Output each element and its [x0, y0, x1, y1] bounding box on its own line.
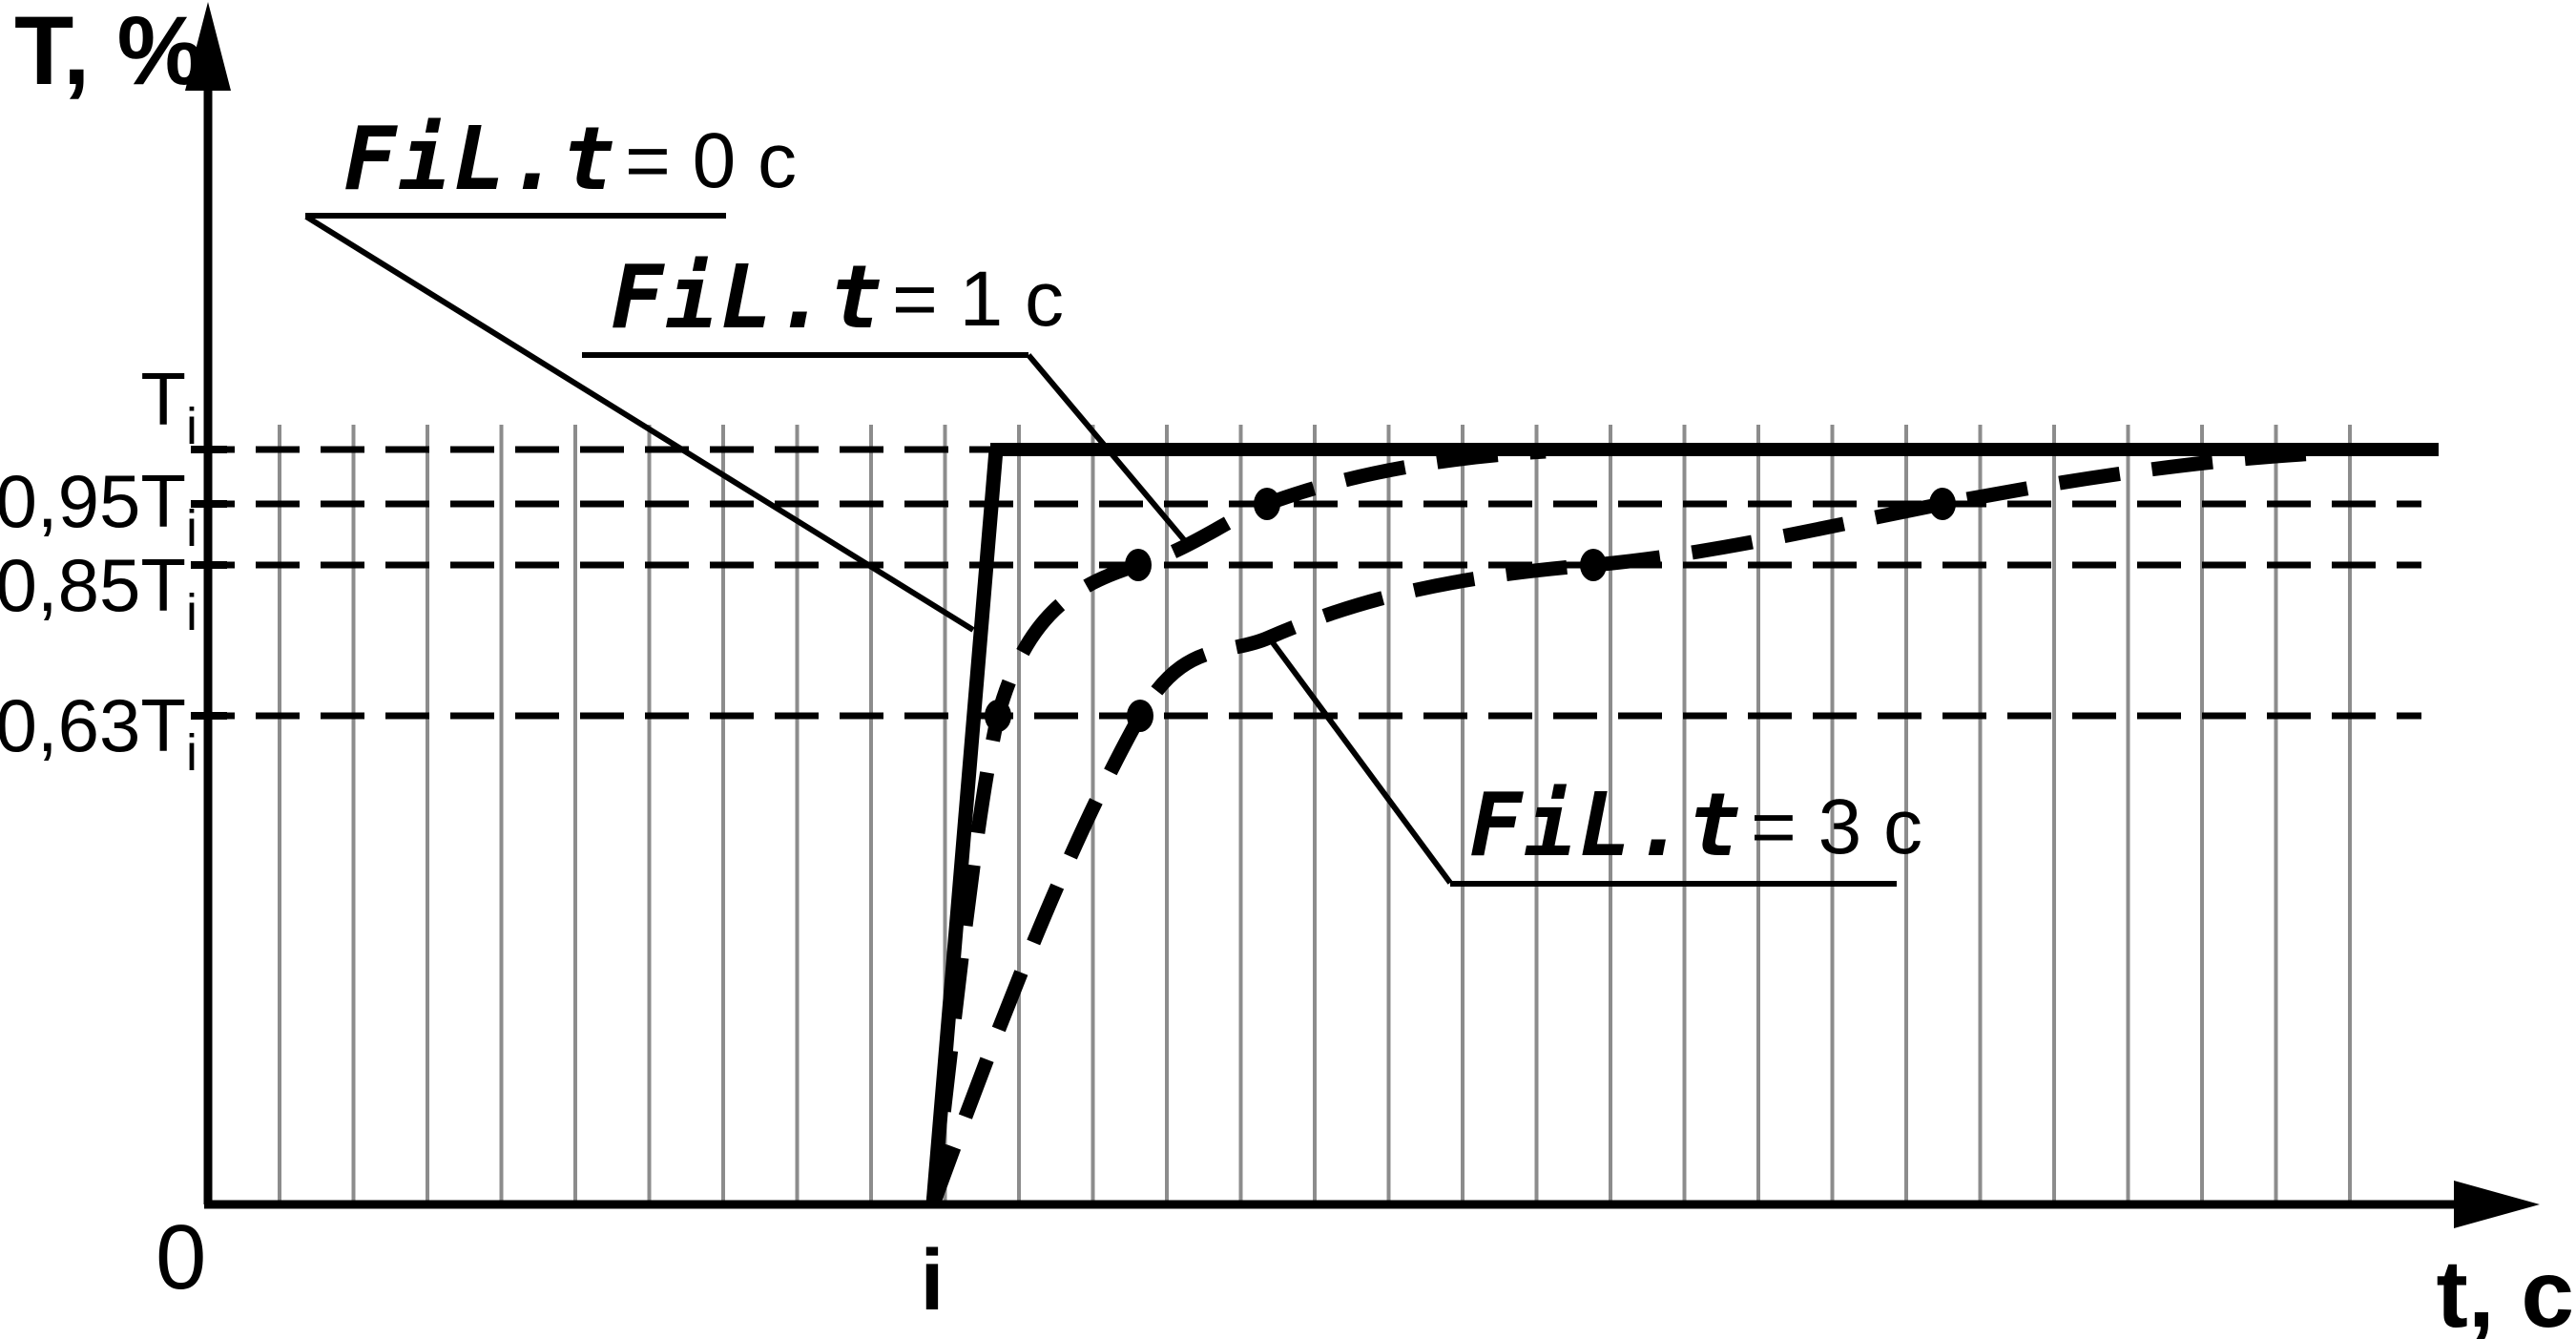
legend-filt-3-value: = 3 c — [1751, 784, 1922, 870]
legend-filt-0-param: FiL.t — [343, 108, 617, 210]
marker-dots — [985, 488, 1956, 732]
y-label-063ti: 0,63Ti — [0, 683, 197, 782]
legend-filt-0: FiL.t = 0 c — [343, 108, 797, 210]
legend-filt-1-param: FiL.t — [611, 246, 884, 348]
y-label-ti: Ti — [140, 357, 197, 455]
x-axis-title: t, c — [2437, 1241, 2574, 1339]
callout-leader-filt1 — [1026, 353, 1194, 550]
x-event-label: i — [920, 1233, 944, 1329]
curve-filt-3 — [925, 446, 2319, 1207]
marker-dot — [1254, 488, 1280, 520]
y-label-085ti: 0,85Ti — [0, 543, 197, 641]
vertical-gridlines — [278, 425, 2352, 1201]
marker-dot — [985, 700, 1011, 732]
curve-filt-1 — [925, 444, 1547, 1205]
marker-dot — [1580, 549, 1607, 581]
callout-leader-filt3 — [1266, 636, 1453, 885]
y-axis-arrow-icon — [185, 2, 231, 91]
y-axis-title: T, % — [14, 0, 203, 105]
legend-filt-1: FiL.t = 1 c — [611, 246, 1064, 348]
legend-filt-3-param: FiL.t — [1469, 774, 1743, 876]
legend-filt-0-value: = 0 c — [625, 117, 797, 204]
callout-leader-filt0 — [304, 214, 975, 633]
legend-filt-3: FiL.t = 3 c — [1469, 774, 1922, 876]
marker-dot — [1127, 700, 1153, 732]
marker-dot — [1125, 549, 1152, 581]
legend-filt-1-value: = 1 c — [892, 256, 1064, 343]
marker-dot — [1929, 488, 1956, 520]
y-label-095ti: 0,95Ti — [0, 459, 197, 557]
x-axis-arrow-icon — [2454, 1181, 2540, 1228]
origin-label: 0 — [156, 1206, 206, 1308]
